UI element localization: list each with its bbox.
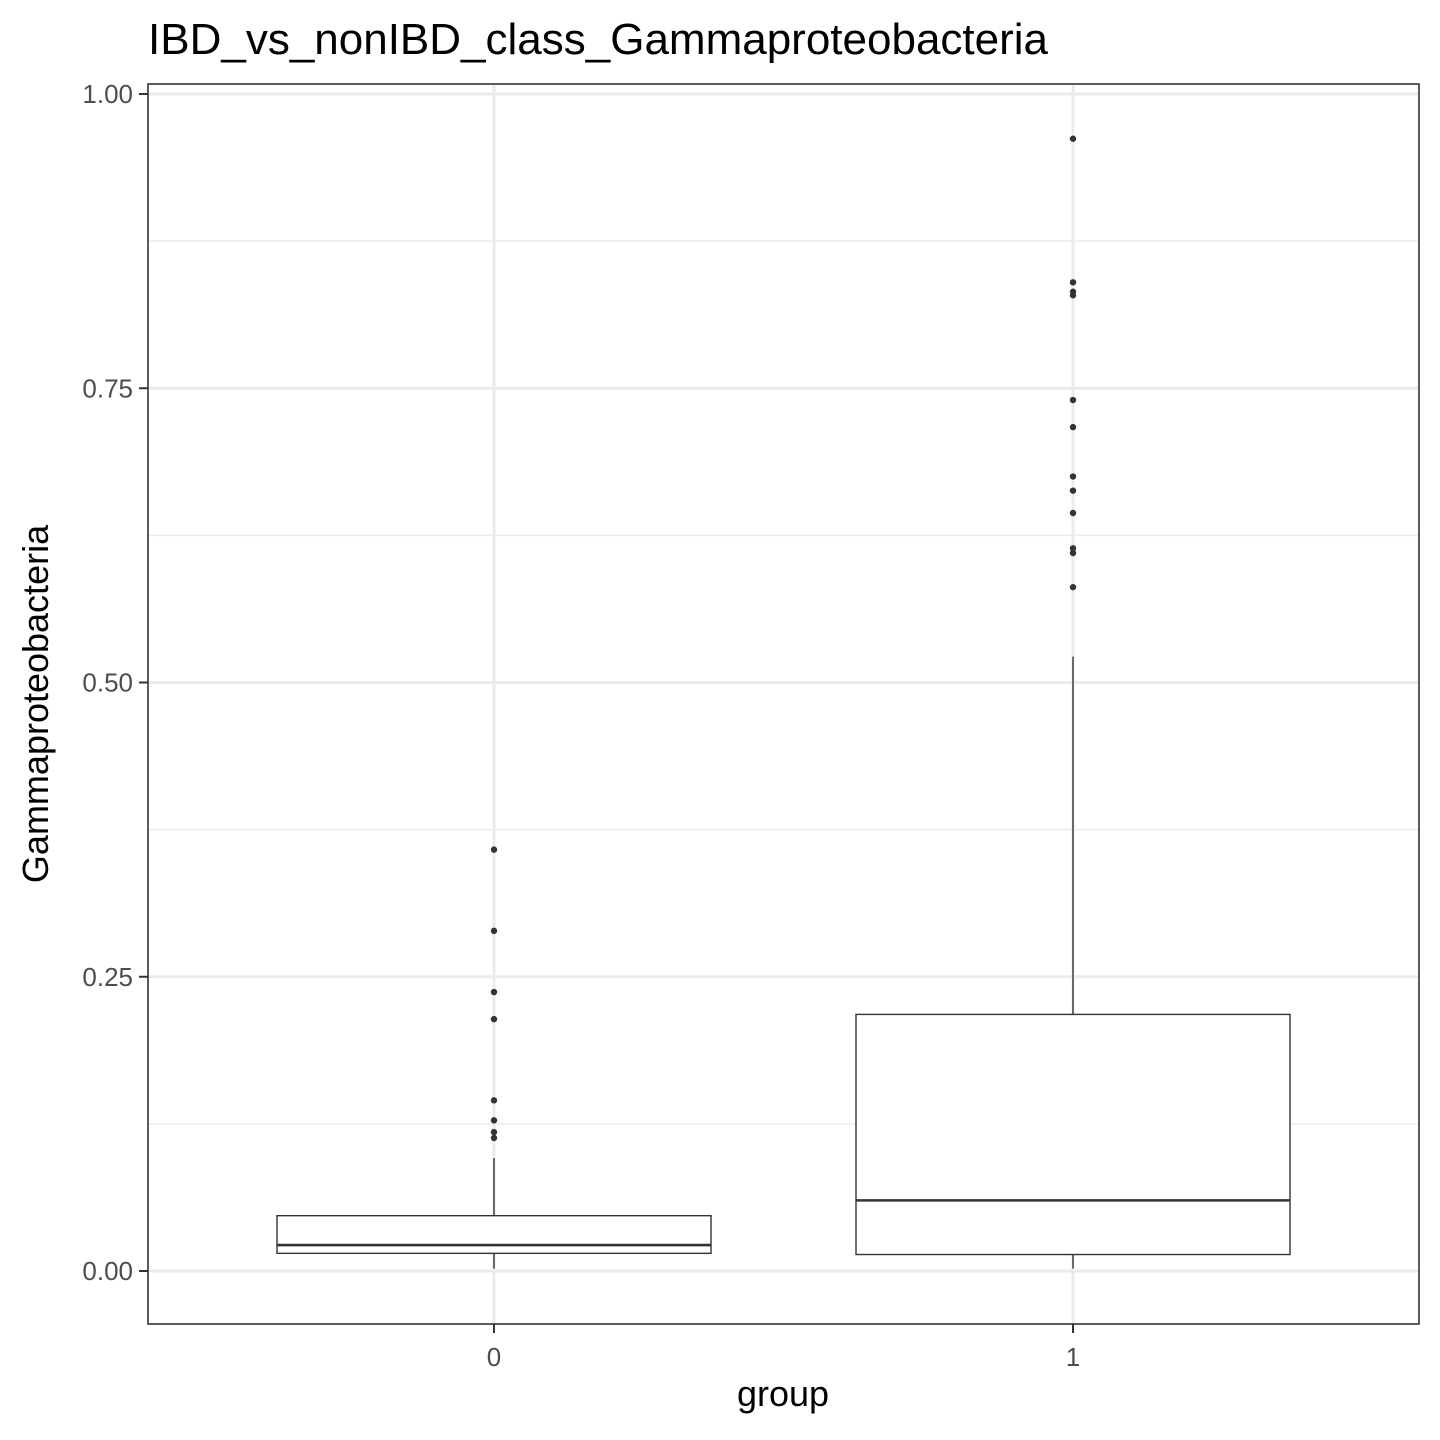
y-axis-title: Gammaproteobacteria xyxy=(15,524,56,883)
box-iqr xyxy=(276,1214,712,1255)
box-group-1 xyxy=(855,135,1291,1269)
box-group-0 xyxy=(276,846,712,1269)
plot-panel xyxy=(147,83,1420,1325)
outlier-point xyxy=(490,1134,498,1142)
outlier-point xyxy=(1069,509,1077,517)
outlier-point xyxy=(490,1097,498,1104)
outlier-point xyxy=(1069,545,1077,552)
x-tick-label: 1 xyxy=(1066,1342,1080,1372)
outlier-point xyxy=(490,988,498,996)
outlier-point xyxy=(1069,473,1077,480)
outlier-point xyxy=(490,1128,498,1136)
outlier-point xyxy=(1069,487,1077,494)
y-axis: 0.00 0.25 0.50 0.75 1.00 xyxy=(82,79,148,1286)
x-tick-label: 0 xyxy=(487,1342,501,1372)
outlier-point xyxy=(1069,292,1077,299)
outlier-point xyxy=(490,1015,498,1023)
outlier-point xyxy=(1069,396,1077,404)
chart-title: IBD_vs_nonIBD_class_Gammaproteobacteria xyxy=(148,15,1049,64)
outlier-point xyxy=(1069,549,1077,557)
outlier-point xyxy=(1069,583,1077,591)
x-axis-title: group xyxy=(737,1373,829,1414)
outlier-point xyxy=(1069,423,1077,431)
outlier-point xyxy=(1069,279,1077,286)
y-tick-label: 0.75 xyxy=(82,373,133,403)
y-tick-label: 0.00 xyxy=(82,1256,133,1286)
outlier-point xyxy=(490,927,498,935)
outlier-point xyxy=(490,846,498,853)
y-tick-label: 0.25 xyxy=(82,962,133,992)
outlier-point xyxy=(490,1117,498,1124)
outlier-point xyxy=(1069,135,1077,142)
box-iqr xyxy=(855,1013,1291,1256)
panel-border xyxy=(147,83,1420,1325)
y-tick-label: 0.50 xyxy=(82,668,133,698)
boxes xyxy=(276,135,1291,1269)
y-tick-label: 1.00 xyxy=(82,79,133,109)
